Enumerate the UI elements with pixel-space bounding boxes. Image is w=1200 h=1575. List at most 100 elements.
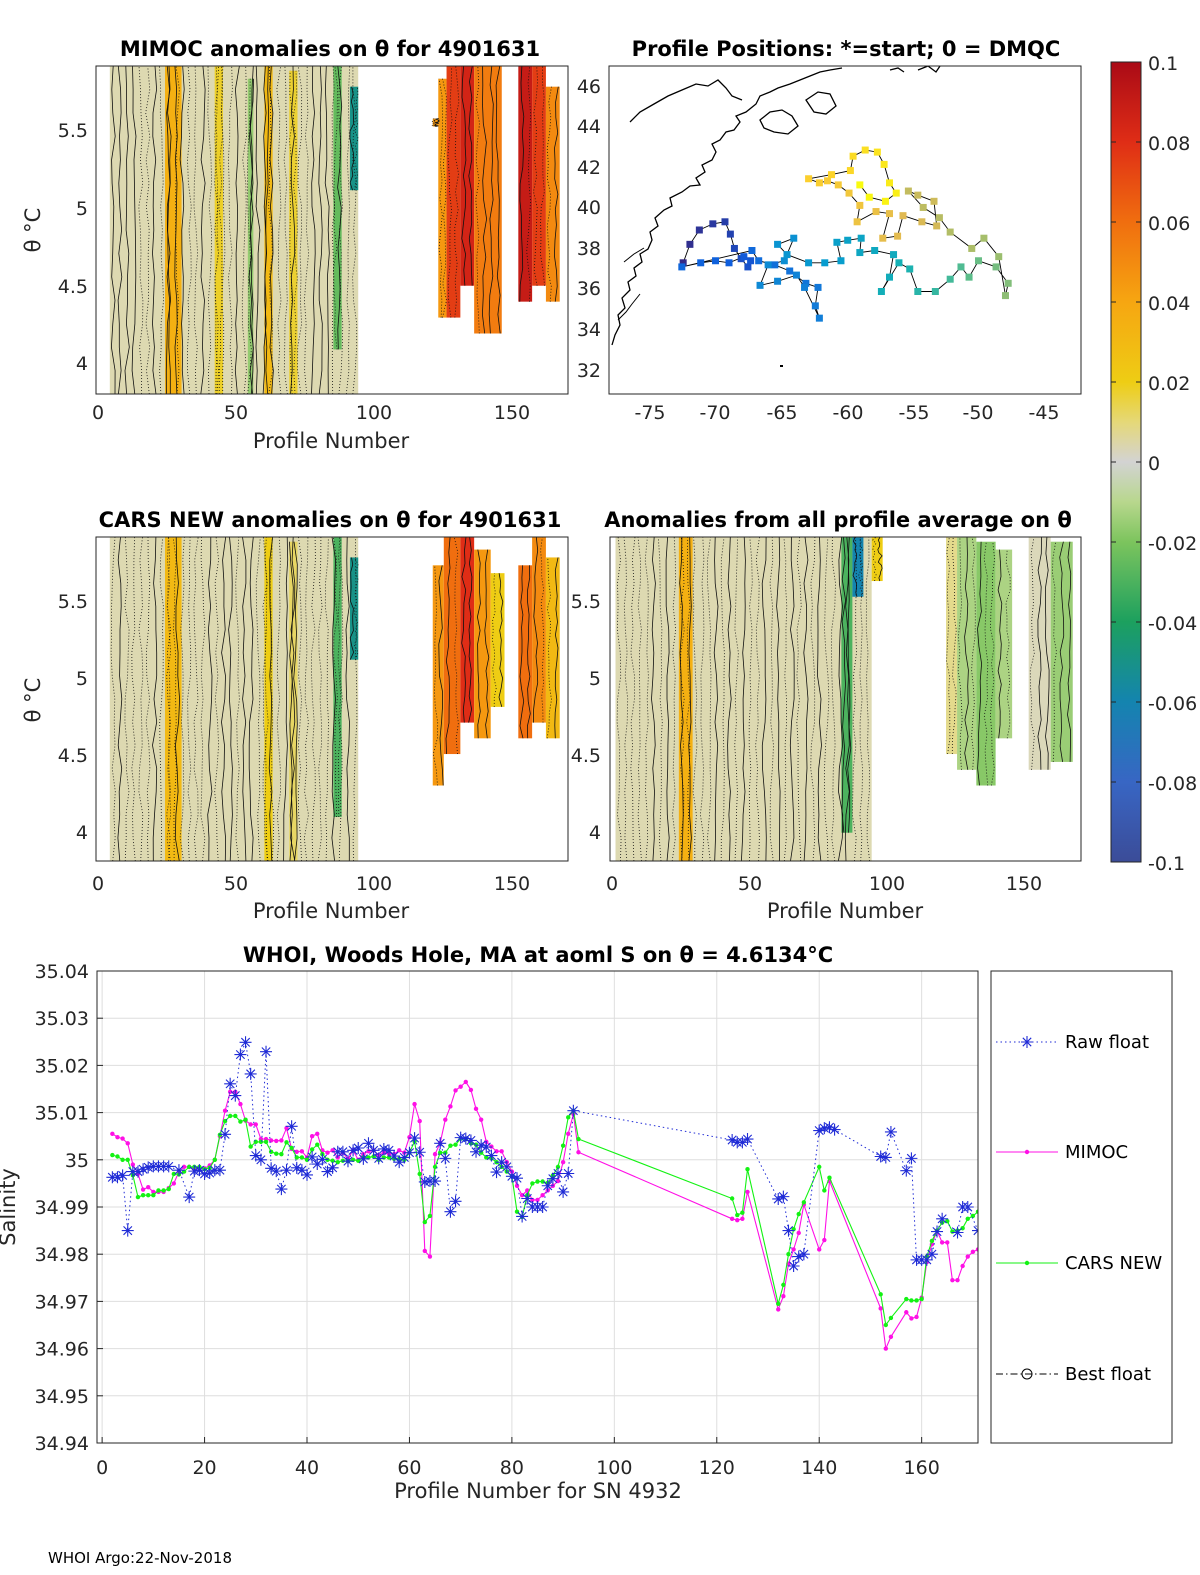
cars-point [151, 1193, 156, 1198]
cars-point [146, 1193, 151, 1198]
raw-float-point [260, 1045, 273, 1058]
cars-point [929, 1238, 935, 1244]
salinity-y-tick-label: 35.03 [35, 1008, 89, 1030]
raw-float-point [905, 1152, 918, 1165]
heatmap-cell [532, 66, 546, 286]
contour-line [623, 537, 629, 861]
map-y-tick: 46 [577, 76, 601, 98]
raw-float-point [500, 1160, 513, 1173]
heatmap-cell [349, 557, 359, 660]
cars-x-tick: 100 [356, 873, 392, 895]
cars-point [315, 1142, 320, 1147]
float-position-marker [1001, 292, 1009, 300]
contour-line [353, 557, 359, 660]
contour-line [442, 78, 447, 318]
colorbar-tick-label: -0.04 [1148, 613, 1197, 635]
cars-point [299, 1155, 305, 1160]
contour-line [796, 537, 802, 861]
mimoc-point [822, 1237, 827, 1243]
float-position-marker [846, 167, 854, 175]
heatmap-cell [460, 537, 475, 723]
contour-line [290, 537, 296, 861]
float-position-marker [756, 281, 764, 289]
colorbar-tick-label: 0.04 [1148, 293, 1190, 315]
raw-float-point [357, 1152, 370, 1165]
contour-line [803, 537, 809, 861]
mimoc-point [975, 1247, 978, 1252]
float-position-marker [880, 160, 888, 168]
colorbar-tick-label: 0.06 [1148, 213, 1190, 235]
legend-marker-mimoc [1024, 1149, 1030, 1155]
raw-float-point [131, 1165, 144, 1178]
contour-line [688, 537, 692, 861]
cars-point [540, 1179, 545, 1184]
raw-float-point [347, 1144, 360, 1157]
contour-line [187, 537, 192, 861]
float-position-marker [886, 179, 894, 187]
float-position-marker [712, 257, 720, 265]
contour-line [331, 537, 337, 861]
contour-line [193, 537, 199, 861]
contour-line [152, 537, 158, 861]
float-position-marker [899, 212, 907, 220]
footer-stamp: WHOI Argo:22-Nov-2018 [48, 1549, 232, 1567]
contour-line [468, 537, 473, 723]
colorbar-tick-label: 0.1 [1148, 53, 1178, 75]
float-position-marker [792, 271, 800, 279]
salinity-y-label: Salinity [0, 1168, 20, 1246]
raw-float-point [925, 1248, 938, 1261]
float-position-marker [995, 253, 1003, 261]
float-position-marker [786, 267, 794, 275]
contour-line [283, 66, 288, 394]
contour-line [117, 537, 123, 861]
raw-float-point [388, 1150, 401, 1163]
float-position-marker [833, 238, 841, 246]
cars-point [970, 1213, 976, 1219]
cars-point [243, 1117, 248, 1122]
mimoc-point [120, 1136, 125, 1141]
mimoc-heatmap-cells [109, 66, 560, 394]
float-position-marker [857, 234, 865, 242]
positions-panel-title: Profile Positions: *=start; 0 = DMQC [632, 37, 1061, 61]
contour-line [255, 66, 261, 394]
heatmap-cell [957, 537, 977, 770]
allavg-x-tick: 100 [869, 873, 905, 895]
mimoc-axes-box [95, 65, 569, 395]
heatmap-cell [490, 573, 505, 707]
float-position-marker [747, 257, 755, 265]
raw-float-point [403, 1146, 416, 1159]
raw-float-point [900, 1164, 913, 1177]
map-y-tick: 32 [577, 360, 601, 382]
raw-float-point [306, 1150, 319, 1163]
map-plot-area [609, 66, 1081, 394]
mimoc-x-tick: 0 [92, 402, 104, 424]
contour-line [447, 66, 453, 318]
contour-line [964, 537, 969, 770]
mimoc-point [745, 1189, 750, 1195]
mimoc-point [796, 1230, 801, 1236]
raw-float-point [311, 1158, 324, 1171]
contour-line [755, 537, 760, 861]
cars-axes-box [95, 536, 569, 862]
raw-float-point [295, 1164, 308, 1177]
allavg-contour-lines [616, 537, 1072, 861]
float-position-marker [965, 273, 973, 281]
contour-line [187, 66, 192, 394]
mimoc-contour-lines [110, 66, 559, 394]
coastline-island [805, 91, 837, 115]
cars-point [284, 1140, 289, 1145]
raw-float-point [931, 1225, 944, 1238]
raw-float-point [961, 1201, 974, 1213]
raw-float-point [254, 1153, 267, 1166]
mimoc-point [817, 1247, 822, 1252]
raw-float-point [741, 1133, 754, 1146]
cars-x-tick: 150 [494, 873, 530, 895]
map-y-tick: 42 [577, 157, 601, 179]
contour-line [630, 537, 636, 861]
map-y-tick: 36 [577, 278, 601, 300]
salinity-x-tick-label: 120 [699, 1457, 735, 1479]
mimoc-point [878, 1306, 883, 1311]
contour-line [519, 565, 525, 739]
contour-line [218, 66, 224, 394]
float-position-marker [849, 152, 857, 160]
